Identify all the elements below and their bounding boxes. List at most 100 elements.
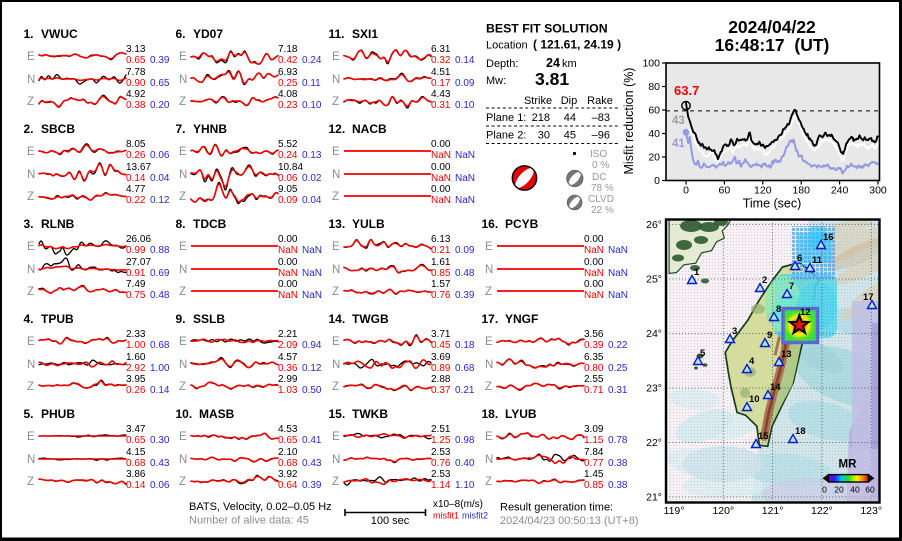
svg-text:0: 0: [822, 485, 827, 495]
svg-text:1.45: 1.45: [584, 469, 604, 480]
svg-text:0.21: 0.21: [455, 385, 475, 396]
svg-text:4.77: 4.77: [126, 184, 146, 195]
svg-text:0.38: 0.38: [126, 100, 146, 111]
svg-text:PCYB: PCYB: [505, 217, 539, 231]
svg-text:0.39: 0.39: [584, 340, 604, 351]
svg-text:Z: Z: [27, 476, 34, 488]
svg-text:E: E: [179, 146, 187, 158]
svg-text:0.00: 0.00: [431, 139, 451, 150]
svg-text:3.81: 3.81: [535, 69, 569, 89]
svg-text:100: 100: [642, 58, 660, 70]
svg-text:218: 218: [532, 112, 550, 124]
svg-text:1.15: 1.15: [584, 435, 604, 446]
svg-text:11: 11: [812, 255, 823, 266]
svg-text:2.53: 2.53: [431, 447, 451, 458]
svg-text:0.91: 0.91: [126, 268, 146, 279]
svg-text:3.47: 3.47: [126, 424, 146, 435]
svg-text:0.14: 0.14: [126, 173, 146, 184]
svg-text:1.14: 1.14: [431, 480, 451, 491]
svg-text:0.50: 0.50: [302, 385, 322, 396]
svg-text:1.25: 1.25: [431, 435, 451, 446]
svg-text:27.07: 27.07: [126, 257, 151, 268]
svg-text:0.65: 0.65: [150, 78, 170, 89]
svg-text:3.92: 3.92: [278, 469, 298, 480]
svg-text:–96: –96: [592, 130, 610, 142]
svg-text:SSLB: SSLB: [193, 312, 225, 326]
svg-text:4.53: 4.53: [278, 424, 298, 435]
svg-text:119°: 119°: [664, 505, 685, 517]
svg-text:0: 0: [683, 185, 689, 197]
svg-text:1.: 1.: [24, 27, 34, 41]
svg-text:2024/04/23 00:50:13 (UT+8): 2024/04/23 00:50:13 (UT+8): [500, 515, 639, 527]
svg-text:NACB: NACB: [352, 122, 387, 136]
svg-text:1.03: 1.03: [278, 385, 298, 396]
svg-text:9.05: 9.05: [278, 184, 298, 195]
svg-text:NaN: NaN: [584, 245, 604, 256]
svg-text:E: E: [179, 336, 187, 348]
svg-text:0.30: 0.30: [150, 435, 170, 446]
svg-text:0.39: 0.39: [455, 290, 475, 301]
svg-text:NaN: NaN: [302, 290, 322, 301]
svg-text:E: E: [179, 51, 187, 63]
svg-text:0 %: 0 %: [592, 160, 609, 171]
svg-text:E: E: [179, 241, 187, 253]
svg-text:TDCB: TDCB: [193, 217, 227, 231]
svg-text:15.: 15.: [329, 407, 346, 421]
svg-text:Location: Location: [486, 40, 528, 52]
svg-text:18: 18: [795, 426, 806, 437]
svg-text:26°: 26°: [646, 219, 662, 231]
svg-text:6.31: 6.31: [431, 44, 451, 55]
svg-text:Mw:: Mw:: [486, 75, 506, 87]
svg-text:22°: 22°: [646, 437, 662, 449]
svg-text:E: E: [485, 241, 493, 253]
svg-text:17.: 17.: [482, 312, 499, 326]
svg-text:E: E: [485, 431, 493, 443]
svg-text:0.65: 0.65: [126, 55, 146, 66]
svg-text:7.78: 7.78: [126, 67, 146, 78]
svg-text:10: 10: [749, 394, 760, 405]
svg-text:120°: 120°: [712, 505, 734, 517]
svg-text:0.38: 0.38: [608, 458, 628, 469]
svg-text:YULB: YULB: [352, 217, 385, 231]
svg-text:TWKB: TWKB: [352, 407, 388, 421]
svg-text:0.45: 0.45: [431, 340, 451, 351]
svg-text:0.43: 0.43: [150, 458, 170, 469]
svg-text:123°: 123°: [860, 505, 882, 517]
svg-text:Depth:: Depth:: [486, 58, 518, 70]
svg-text:0.40: 0.40: [455, 458, 475, 469]
svg-text:60: 60: [865, 485, 875, 495]
svg-text:0.04: 0.04: [150, 173, 170, 184]
svg-text:2.88: 2.88: [431, 374, 451, 385]
svg-text:Rake: Rake: [587, 95, 613, 107]
svg-text:0.17: 0.17: [431, 78, 451, 89]
svg-text:Z: Z: [485, 286, 492, 298]
svg-text:0.00: 0.00: [278, 279, 298, 290]
svg-text:0.32: 0.32: [431, 55, 451, 66]
svg-text:5.52: 5.52: [278, 139, 298, 150]
svg-text:2.55: 2.55: [584, 374, 604, 385]
svg-text:13: 13: [781, 349, 792, 360]
svg-text:0.41: 0.41: [302, 435, 322, 446]
svg-text:4: 4: [749, 356, 755, 367]
svg-text:0.68: 0.68: [278, 458, 298, 469]
svg-text:RLNB: RLNB: [41, 217, 75, 231]
svg-text:14: 14: [770, 382, 781, 393]
svg-text:0.48: 0.48: [455, 268, 475, 279]
svg-text:3.69: 3.69: [431, 352, 451, 363]
svg-text:0.06: 0.06: [278, 173, 298, 184]
svg-text:0.10: 0.10: [455, 100, 475, 111]
svg-text:0.77: 0.77: [584, 458, 604, 469]
svg-text:0.09: 0.09: [455, 78, 475, 89]
svg-text:16:48:17 (UT): 16:48:17 (UT): [715, 35, 830, 55]
svg-text:6.93: 6.93: [278, 67, 298, 78]
svg-text:N: N: [27, 454, 35, 466]
svg-text:N: N: [27, 264, 35, 276]
svg-text:N: N: [485, 264, 493, 276]
svg-text:E: E: [332, 146, 340, 158]
svg-text:23°: 23°: [646, 383, 662, 395]
svg-text:Z: Z: [27, 286, 34, 298]
svg-text:VWUC: VWUC: [41, 27, 78, 41]
svg-text:Z: Z: [179, 96, 186, 108]
svg-text:E: E: [27, 241, 35, 253]
svg-text:7.18: 7.18: [278, 44, 298, 55]
